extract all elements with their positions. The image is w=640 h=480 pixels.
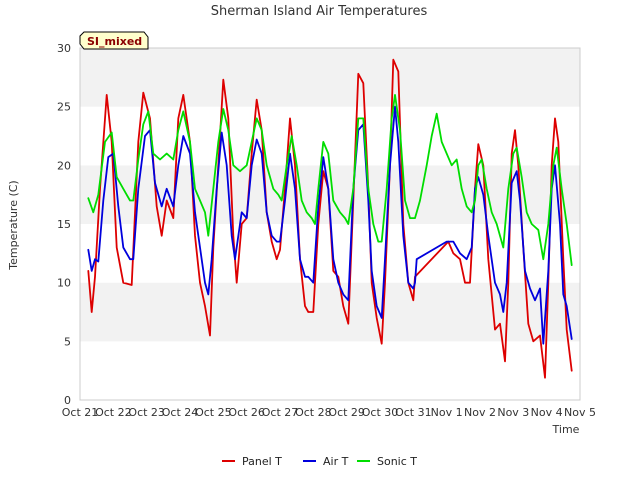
x-tick-label: Oct 31 bbox=[395, 406, 432, 419]
y-tick-label: 10 bbox=[57, 277, 71, 290]
x-tick-label: Nov 4 bbox=[531, 406, 563, 419]
grid-band bbox=[80, 48, 580, 107]
x-tick-label: Nov 2 bbox=[464, 406, 496, 419]
series-line-sonic-t bbox=[87, 94, 573, 267]
series-lines bbox=[87, 58, 573, 379]
y-tick-label: 15 bbox=[57, 218, 71, 231]
grid-band bbox=[80, 106, 580, 166]
y-tick-label: 30 bbox=[57, 42, 71, 55]
x-tick-label: Oct 25 bbox=[195, 406, 232, 419]
x-tick-label: Oct 22 bbox=[95, 406, 132, 419]
grid-band bbox=[80, 341, 580, 400]
legend: Panel T Air T Sonic T bbox=[222, 455, 417, 468]
legend-label: Panel T bbox=[242, 455, 282, 468]
grid-band bbox=[80, 224, 580, 283]
legend-label: Air T bbox=[323, 455, 349, 468]
x-tick-label: Nov 3 bbox=[497, 406, 529, 419]
x-tick-label: Oct 28 bbox=[295, 406, 332, 419]
x-tick-label: Oct 26 bbox=[228, 406, 265, 419]
y-axis-ticks: 0 5 10 15 20 25 30 bbox=[57, 42, 71, 407]
badge: SI_mixed bbox=[79, 31, 149, 50]
x-tick-label: Oct 21 bbox=[62, 406, 99, 419]
x-tick-label: Oct 30 bbox=[362, 406, 399, 419]
x-tick-label: Oct 27 bbox=[262, 406, 299, 419]
legend-label: Sonic T bbox=[377, 455, 417, 468]
x-tick-label: Oct 23 bbox=[128, 406, 165, 419]
plot-frame bbox=[79, 47, 581, 401]
x-axis-title: Time bbox=[552, 423, 580, 436]
y-axis-title: Temperature (C) bbox=[7, 180, 20, 270]
chart-title: Sherman Island Air Temperatures bbox=[211, 4, 428, 19]
y-tick-label: 25 bbox=[57, 101, 71, 114]
y-tick-label: 5 bbox=[64, 335, 71, 348]
y-tick-label: 0 bbox=[64, 394, 71, 407]
x-tick-label: Oct 24 bbox=[162, 406, 199, 419]
y-tick-label: 20 bbox=[57, 159, 71, 172]
x-tick-label: Oct 29 bbox=[328, 406, 365, 419]
grid-band bbox=[80, 282, 580, 342]
badge-label: SI_mixed bbox=[87, 35, 142, 48]
series-line-air-t bbox=[87, 105, 573, 345]
badge-box bbox=[79, 31, 149, 50]
x-tick-label: Nov 5 bbox=[564, 406, 596, 419]
x-tick-label: Nov 1 bbox=[431, 406, 463, 419]
